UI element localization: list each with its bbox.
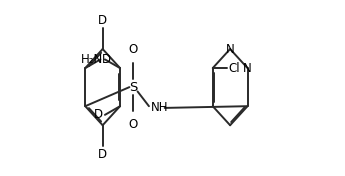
Text: S: S <box>129 81 137 94</box>
Text: NH: NH <box>151 101 168 114</box>
Text: Cl: Cl <box>228 62 240 75</box>
Text: O: O <box>129 118 138 131</box>
Text: D: D <box>98 14 107 27</box>
Text: N: N <box>243 62 252 75</box>
Text: D: D <box>98 148 107 161</box>
Text: D: D <box>94 108 103 121</box>
Text: H₂N: H₂N <box>81 53 103 66</box>
Text: N: N <box>226 43 235 55</box>
Text: O: O <box>129 43 138 56</box>
Text: D: D <box>102 53 111 66</box>
